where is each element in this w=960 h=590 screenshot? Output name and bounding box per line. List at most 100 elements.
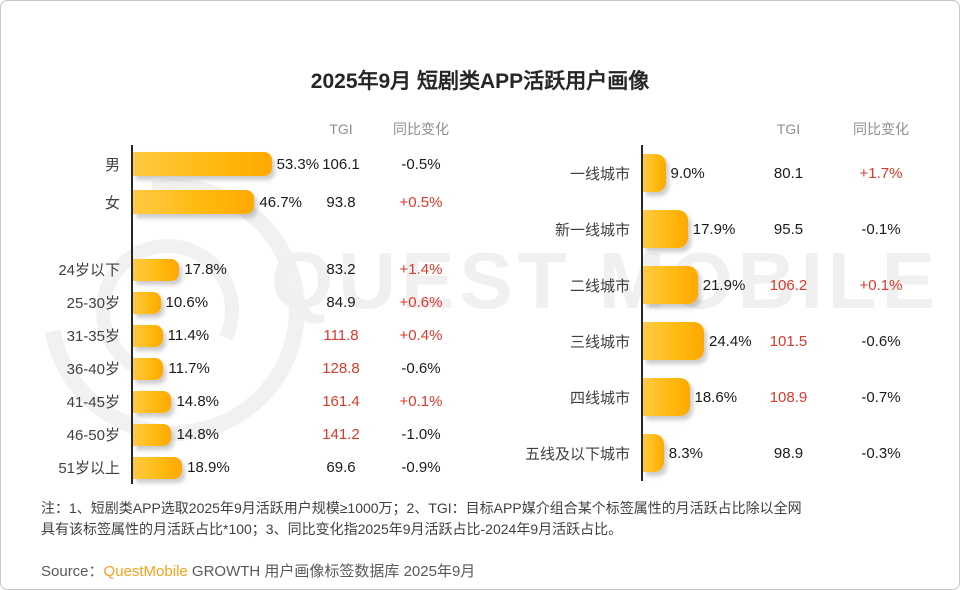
value-label: 21.9% — [702, 276, 746, 294]
tgi-value: 69.6 — [326, 459, 356, 476]
bar-row: 25-30岁 10.6% 84.9 +0.6% — [31, 286, 461, 319]
bar-cell: 46.7% — [131, 190, 302, 214]
value-label: 10.6% — [165, 294, 209, 311]
bar-cell: 18.6% — [641, 378, 746, 416]
bar-row: 31-35岁 11.4% 111.8 +0.4% — [31, 319, 461, 352]
yoy-value: +1.7% — [859, 164, 903, 182]
yoy-value: +0.1% — [859, 276, 903, 294]
footnote: 注：1、短剧类APP选取2025年9月活跃用户规模≥1000万；2、TGI：目标… — [41, 498, 929, 540]
questmobile-text-watermark: QUEST MOBILE — [271, 236, 940, 325]
bar-row: 男 53.3% 106.1 -0.5% — [31, 145, 461, 183]
tgi-value: 108.9 — [769, 388, 808, 406]
tgi-column-header: TGI — [329, 121, 353, 137]
page-title: 2025年9月 短剧类APP活跃用户画像 — [310, 70, 650, 94]
group-gap — [31, 221, 461, 253]
bar-row: 24岁以下 17.8% 83.2 +1.4% — [31, 253, 461, 286]
category-label: 男 — [104, 156, 120, 174]
bar-row: 四线城市 18.6% 108.9 -0.7% — [501, 369, 931, 425]
bar — [643, 322, 704, 360]
bar-row: 五线及以下城市 8.3% 98.9 -0.3% — [501, 425, 931, 481]
value-label: 18.6% — [694, 388, 738, 406]
bar-cell: 21.9% — [641, 266, 746, 304]
bar-row: 41-45岁 14.8% 161.4 +0.1% — [31, 385, 461, 418]
gender-age-chart: TGI 同比变化 男 53.3% 106.1 -0.5% 女 46.7% 93.… — [31, 113, 461, 484]
yoy-value: -0.1% — [861, 220, 901, 238]
bar — [133, 291, 161, 314]
bar — [133, 456, 183, 479]
category-label: 31-35岁 — [66, 328, 120, 345]
value-label: 53.3% — [276, 155, 320, 173]
tgi-value: 128.8 — [322, 360, 360, 377]
tgi-column-header: TGI — [776, 121, 801, 137]
bar — [643, 154, 666, 192]
tgi-value: 83.2 — [326, 261, 356, 278]
tgi-value: 111.8 — [323, 327, 359, 344]
category-label: 24岁以下 — [58, 262, 120, 279]
bar-cell: 24.4% — [641, 322, 752, 360]
tgi-value: 101.5 — [769, 332, 808, 350]
value-label: 11.7% — [168, 360, 210, 377]
value-label: 9.0% — [670, 164, 705, 182]
footnote-line-1: 注：1、短剧类APP选取2025年9月活跃用户规模≥1000万；2、TGI：目标… — [41, 500, 802, 516]
bar-row: 51岁以上 18.9% 69.6 -0.9% — [31, 451, 461, 484]
yoy-value: +0.4% — [399, 327, 443, 344]
value-label: 8.3% — [668, 444, 703, 462]
charts-area: TGI 同比变化 男 53.3% 106.1 -0.5% 女 46.7% 93.… — [31, 113, 931, 484]
category-label: 41-45岁 — [66, 394, 120, 411]
tgi-value: 106.2 — [769, 276, 808, 294]
category-label: 一线城市 — [569, 165, 630, 183]
tgi-value: 84.9 — [326, 294, 356, 311]
category-label: 新一线城市 — [554, 221, 630, 239]
tgi-value: 161.4 — [322, 393, 360, 410]
bar-cell: 11.7% — [131, 357, 301, 380]
yoy-value: +0.5% — [399, 193, 443, 211]
yoy-value: -0.9% — [401, 459, 441, 476]
bar-cell: 11.4% — [131, 324, 301, 347]
bar-row: 三线城市 24.4% 101.5 -0.6% — [501, 313, 931, 369]
bar-row: 新一线城市 17.9% 95.5 -0.1% — [501, 201, 931, 257]
bar-cell: 14.8% — [131, 390, 301, 413]
tgi-value: 141.2 — [322, 426, 360, 443]
yoy-column-header: 同比变化 — [853, 121, 909, 137]
bar — [133, 190, 255, 214]
tgi-value: 98.9 — [773, 444, 804, 462]
category-label: 51岁以上 — [58, 460, 120, 477]
bar-cell: 17.8% — [131, 258, 301, 281]
value-label: 46.7% — [259, 193, 302, 211]
bar — [643, 210, 688, 248]
bar-cell: 10.6% — [131, 291, 301, 314]
bar-cell: 17.9% — [641, 210, 746, 248]
bar-row: 二线城市 21.9% 106.2 +0.1% — [501, 257, 931, 313]
source-prefix: Source： — [41, 563, 104, 580]
tgi-value: 106.1 — [322, 155, 360, 173]
bar-row: 一线城市 9.0% 80.1 +1.7% — [501, 145, 931, 201]
yoy-value: -0.5% — [401, 155, 441, 173]
axis-line — [641, 145, 643, 481]
bar-cell: 9.0% — [641, 154, 746, 192]
source-rest: GROWTH 用户画像标签数据库 2025年9月 — [187, 563, 476, 580]
category-label: 二线城市 — [569, 277, 630, 295]
category-label: 25-30岁 — [66, 295, 120, 312]
value-label: 14.8% — [176, 393, 220, 410]
bar-cell: 8.3% — [641, 434, 746, 472]
brand-name: QuestMobile — [103, 563, 188, 580]
bar-cell: 18.9% — [131, 456, 301, 479]
value-label: 18.9% — [187, 459, 230, 476]
yoy-value: -0.6% — [401, 360, 441, 377]
category-label: 五线及以下城市 — [524, 445, 630, 463]
yoy-value: -1.0% — [401, 426, 441, 443]
source-line: Source：QuestMobile GROWTH 用户画像标签数据库 2025… — [41, 560, 475, 581]
yoy-column-header: 同比变化 — [393, 121, 449, 137]
yoy-value: -0.6% — [861, 332, 901, 350]
yoy-value: +1.4% — [399, 261, 443, 278]
yoy-value: +0.1% — [399, 393, 443, 410]
city-tier-chart: TGI 同比变化 一线城市 9.0% 80.1 +1.7% 新一线城市 17.9… — [501, 113, 931, 484]
bar-row: 46-50岁 14.8% 141.2 -1.0% — [31, 418, 461, 451]
category-label: 三线城市 — [569, 333, 630, 351]
bar-row: 女 46.7% 93.8 +0.5% — [31, 183, 461, 221]
category-label: 36-40岁 — [66, 361, 120, 378]
bar-row: 36-40岁 11.7% 128.8 -0.6% — [31, 352, 461, 385]
bar — [133, 152, 272, 176]
value-label: 17.9% — [692, 220, 736, 238]
